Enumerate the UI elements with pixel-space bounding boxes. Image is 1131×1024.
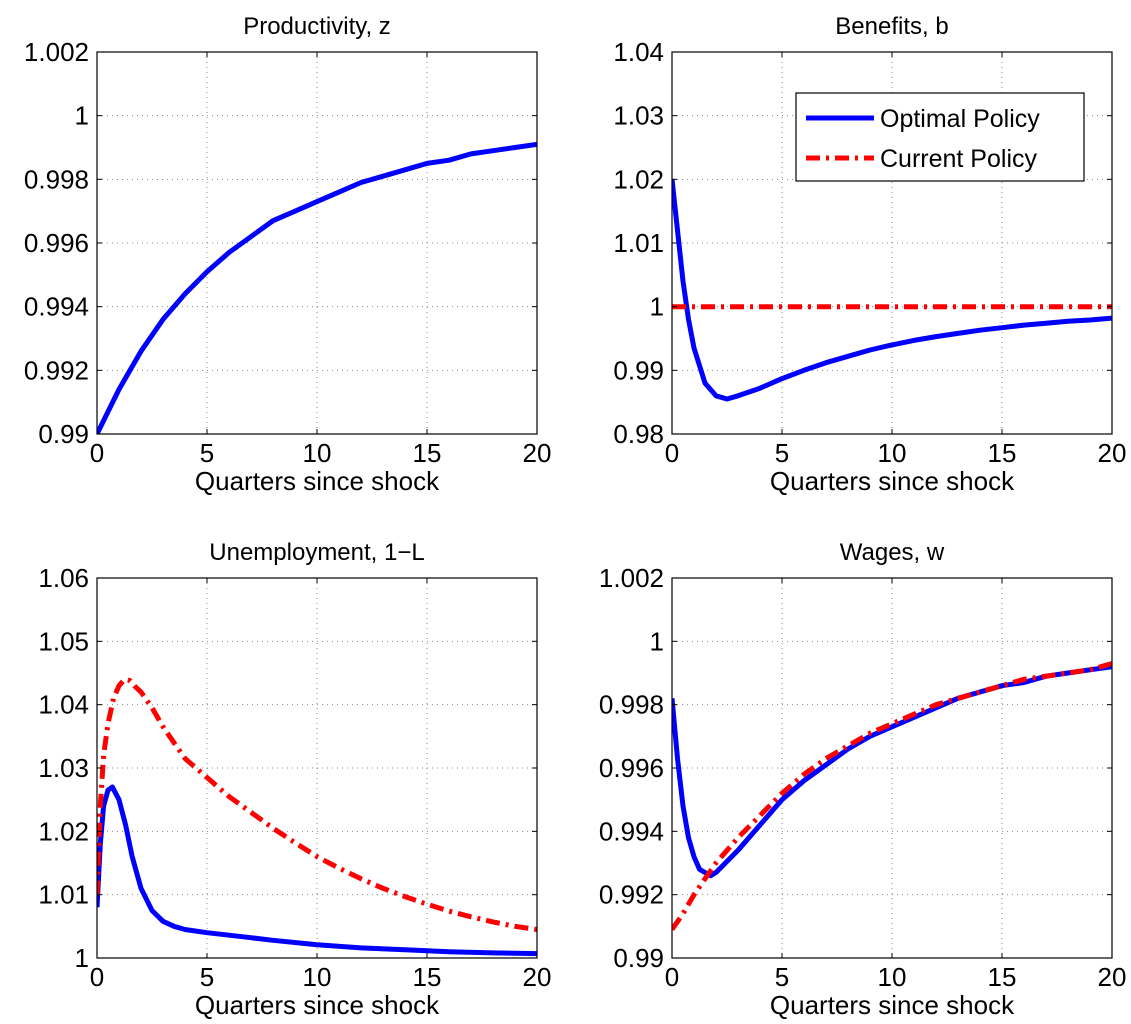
chart-title: Unemployment, 1−L xyxy=(209,539,424,566)
y-tick-label: 1.02 xyxy=(38,816,89,846)
y-tick-label: 1.05 xyxy=(38,626,89,656)
x-tick-label: 5 xyxy=(200,438,214,468)
x-axis-label: Quarters since shock xyxy=(195,466,440,496)
x-tick-label: 0 xyxy=(665,962,679,992)
subplot-4: 0 5 10 15 20 0.99 0.992 0.994 0.996 0.998 1 1.002 Wa… xyxy=(599,539,1127,1020)
y-tick-label: 0.994 xyxy=(599,816,664,846)
legend-label: Current Policy xyxy=(880,145,1037,173)
x-tick-label: 10 xyxy=(878,438,907,468)
x-axis-label: Quarters since shock xyxy=(770,990,1015,1020)
x-tick-label: 20 xyxy=(1098,962,1127,992)
legend-box xyxy=(795,92,1085,182)
y-tick-label: 0.996 xyxy=(599,753,664,783)
y-tick-label: 0.99 xyxy=(613,355,664,385)
y-tick-label: 1 xyxy=(650,292,664,322)
y-tick-label: 1 xyxy=(650,626,664,656)
series-line-0 xyxy=(97,141,537,434)
y-tick-label: 1.06 xyxy=(38,563,89,593)
x-tick-label: 5 xyxy=(200,962,214,992)
y-tick-label: 1 xyxy=(75,101,89,131)
y-tick-label: 0.992 xyxy=(24,355,89,385)
legend: Optimal Policy Current Policy xyxy=(795,92,1085,182)
y-tick-label: 0.992 xyxy=(599,880,664,910)
series-line-optimal-policy xyxy=(672,179,1112,402)
y-tick-label: 1.04 xyxy=(613,37,664,67)
x-axis-label: Quarters since shock xyxy=(195,990,440,1020)
y-tick-label: 1.03 xyxy=(38,753,89,783)
y-tick-label: 0.994 xyxy=(24,292,89,322)
x-tick-label: 10 xyxy=(878,962,907,992)
y-tick-label: 1.02 xyxy=(613,164,664,194)
x-tick-label: 10 xyxy=(303,962,332,992)
x-tick-label: 15 xyxy=(413,438,442,468)
y-tick-label: 1.002 xyxy=(599,563,664,593)
x-tick-label: 5 xyxy=(775,438,789,468)
x-tick-label: 5 xyxy=(775,962,789,992)
series-line-optimal-policy xyxy=(97,784,537,957)
series-line-current-policy xyxy=(672,661,1112,931)
y-tick-label: 0.996 xyxy=(24,228,89,258)
y-tick-label: 1.01 xyxy=(613,228,664,258)
legend-label: Optimal Policy xyxy=(880,105,1040,133)
y-tick-label: 0.998 xyxy=(24,164,89,194)
y-tick-label: 1.03 xyxy=(613,101,664,131)
y-tick-label: 1.04 xyxy=(38,690,89,720)
x-tick-label: 20 xyxy=(523,962,552,992)
subplot-1: 0 5 10 15 20 0.99 0.992 0.994 0.996 0.998 1 1.002 Pr… xyxy=(24,13,552,496)
y-tick-label: 0.99 xyxy=(38,419,89,449)
x-tick-label: 0 xyxy=(90,962,104,992)
chart-title: Wages, w xyxy=(840,539,945,566)
subplot-2: 0 5 10 15 20 0.98 0.99 1 1.01 1.02 1.03 1.04 Benefit… xyxy=(613,13,1126,496)
x-tick-label: 20 xyxy=(523,438,552,468)
y-tick-label: 1.01 xyxy=(38,880,89,910)
chart-title: Productivity, z xyxy=(243,13,391,40)
x-tick-label: 15 xyxy=(988,438,1017,468)
y-tick-label: 0.99 xyxy=(613,943,664,973)
subplot-3: 0 5 10 15 20 1 1.01 1.02 1.03 1.04 1.05 1.06 Unemplo… xyxy=(38,539,551,1020)
y-tick-label: 1 xyxy=(75,943,89,973)
x-tick-label: 15 xyxy=(413,962,442,992)
x-tick-label: 10 xyxy=(303,438,332,468)
y-tick-label: 1.002 xyxy=(24,37,89,67)
y-tick-label: 0.998 xyxy=(599,690,664,720)
y-tick-label: 0.98 xyxy=(613,419,664,449)
x-tick-label: 15 xyxy=(988,962,1017,992)
x-axis-label: Quarters since shock xyxy=(770,466,1015,496)
x-tick-label: 20 xyxy=(1098,438,1127,468)
x-tick-label: 0 xyxy=(90,438,104,468)
series-line-current-policy xyxy=(97,676,537,932)
chart-title: Benefits, b xyxy=(835,13,948,40)
x-tick-label: 0 xyxy=(665,438,679,468)
